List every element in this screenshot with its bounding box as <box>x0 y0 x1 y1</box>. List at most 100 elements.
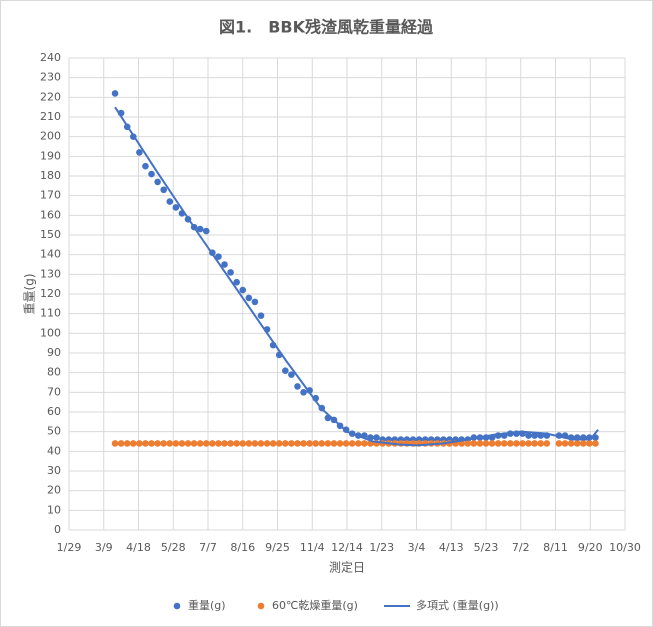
x-tick-label: 3/9 <box>95 541 113 554</box>
data-point <box>209 440 216 447</box>
y-tick-label: 20 <box>47 484 61 497</box>
x-tick-label: 11/4 <box>300 541 325 554</box>
data-point <box>257 440 265 447</box>
data-point <box>592 440 599 447</box>
x-axis-title: 測定日 <box>329 560 365 575</box>
data-point <box>111 90 119 97</box>
legend-label: 60℃乾燥重量(g) <box>272 598 358 612</box>
data-point <box>251 298 259 306</box>
legend-label: 多項式 (重量(g)) <box>416 598 499 612</box>
x-tick-label: 7/7 <box>199 541 217 554</box>
data-point <box>464 440 472 447</box>
y-tick-label: 30 <box>47 464 61 477</box>
data-point <box>470 440 478 447</box>
data-point <box>567 440 575 447</box>
y-tick-label: 60 <box>47 405 61 418</box>
data-point <box>348 440 356 447</box>
y-tick-label: 150 <box>40 228 61 241</box>
data-point <box>160 440 167 447</box>
data-point <box>342 440 350 447</box>
y-tick-label: 110 <box>40 307 61 320</box>
data-point <box>543 440 551 447</box>
data-point <box>166 440 174 447</box>
data-point <box>507 440 514 447</box>
data-point <box>361 440 368 447</box>
data-point <box>573 440 581 447</box>
data-point <box>275 440 283 447</box>
data-point <box>288 440 295 447</box>
y-tick-label: 100 <box>40 326 61 339</box>
data-point <box>221 261 228 268</box>
data-point <box>221 440 228 447</box>
x-tick-label: 1/23 <box>369 541 394 554</box>
data-point <box>354 440 362 447</box>
y-tick-label: 10 <box>47 503 61 516</box>
data-point <box>136 149 143 156</box>
data-point <box>525 432 532 439</box>
y-tick-label: 210 <box>40 110 61 123</box>
y-tick-label: 120 <box>40 287 61 300</box>
legend-swatch <box>173 602 181 610</box>
data-point <box>336 440 344 447</box>
data-point <box>227 440 234 447</box>
y-tick-label: 170 <box>40 189 61 202</box>
y-tick-label: 230 <box>40 71 61 84</box>
y-tick-label: 220 <box>40 90 61 103</box>
data-point <box>239 286 247 294</box>
data-point <box>500 440 508 447</box>
data-point <box>136 440 143 447</box>
chart-title: 図1. BBK残渣風乾重量経過 <box>219 18 434 37</box>
data-point <box>196 225 204 233</box>
data-point <box>202 440 210 447</box>
data-point <box>294 383 301 390</box>
data-point <box>494 440 502 447</box>
data-point <box>251 440 259 447</box>
y-tick-label: 50 <box>47 425 61 438</box>
y-tick-label: 200 <box>40 130 61 143</box>
data-point <box>233 440 240 447</box>
x-tick-label: 9/25 <box>265 541 290 554</box>
y-tick-label: 80 <box>47 366 61 379</box>
data-point <box>519 440 526 447</box>
data-point <box>123 440 131 447</box>
data-point <box>300 440 307 447</box>
y-tick-label: 180 <box>40 169 61 182</box>
y-tick-label: 140 <box>40 248 61 261</box>
data-point <box>154 440 161 447</box>
x-tick-label: 4/18 <box>126 541 151 554</box>
legend-label: 重量(g) <box>188 598 226 612</box>
y-tick-label: 0 <box>54 523 61 536</box>
data-point <box>580 440 587 447</box>
data-point <box>525 440 532 447</box>
data-point <box>142 162 149 170</box>
x-tick-label: 9/20 <box>578 541 603 554</box>
data-point <box>531 440 538 447</box>
y-tick-label: 70 <box>47 385 61 398</box>
x-tick-label: 5/23 <box>474 541 499 554</box>
x-tick-label: 10/30 <box>609 541 641 554</box>
data-point <box>239 440 247 447</box>
y-tick-label: 40 <box>47 444 61 457</box>
data-point <box>482 440 490 447</box>
data-point <box>330 440 338 447</box>
data-point <box>227 269 234 276</box>
data-point <box>513 440 520 447</box>
data-point <box>129 440 137 447</box>
x-tick-label: 7/2 <box>512 541 530 554</box>
data-point <box>373 434 380 441</box>
data-point <box>269 440 277 447</box>
data-point <box>312 440 320 447</box>
data-point <box>263 440 271 447</box>
trend-line <box>114 106 599 447</box>
x-tick-label: 3/4 <box>408 541 426 554</box>
data-point <box>148 440 155 447</box>
y-tick-label: 190 <box>40 149 61 162</box>
y-tick-label: 130 <box>40 267 61 280</box>
data-point <box>318 440 326 447</box>
data-point <box>257 312 265 319</box>
x-tick-label: 4/13 <box>439 541 464 554</box>
data-point <box>202 227 210 235</box>
data-point <box>537 440 545 447</box>
x-tick-label: 12/14 <box>331 541 363 554</box>
data-point <box>196 440 204 447</box>
